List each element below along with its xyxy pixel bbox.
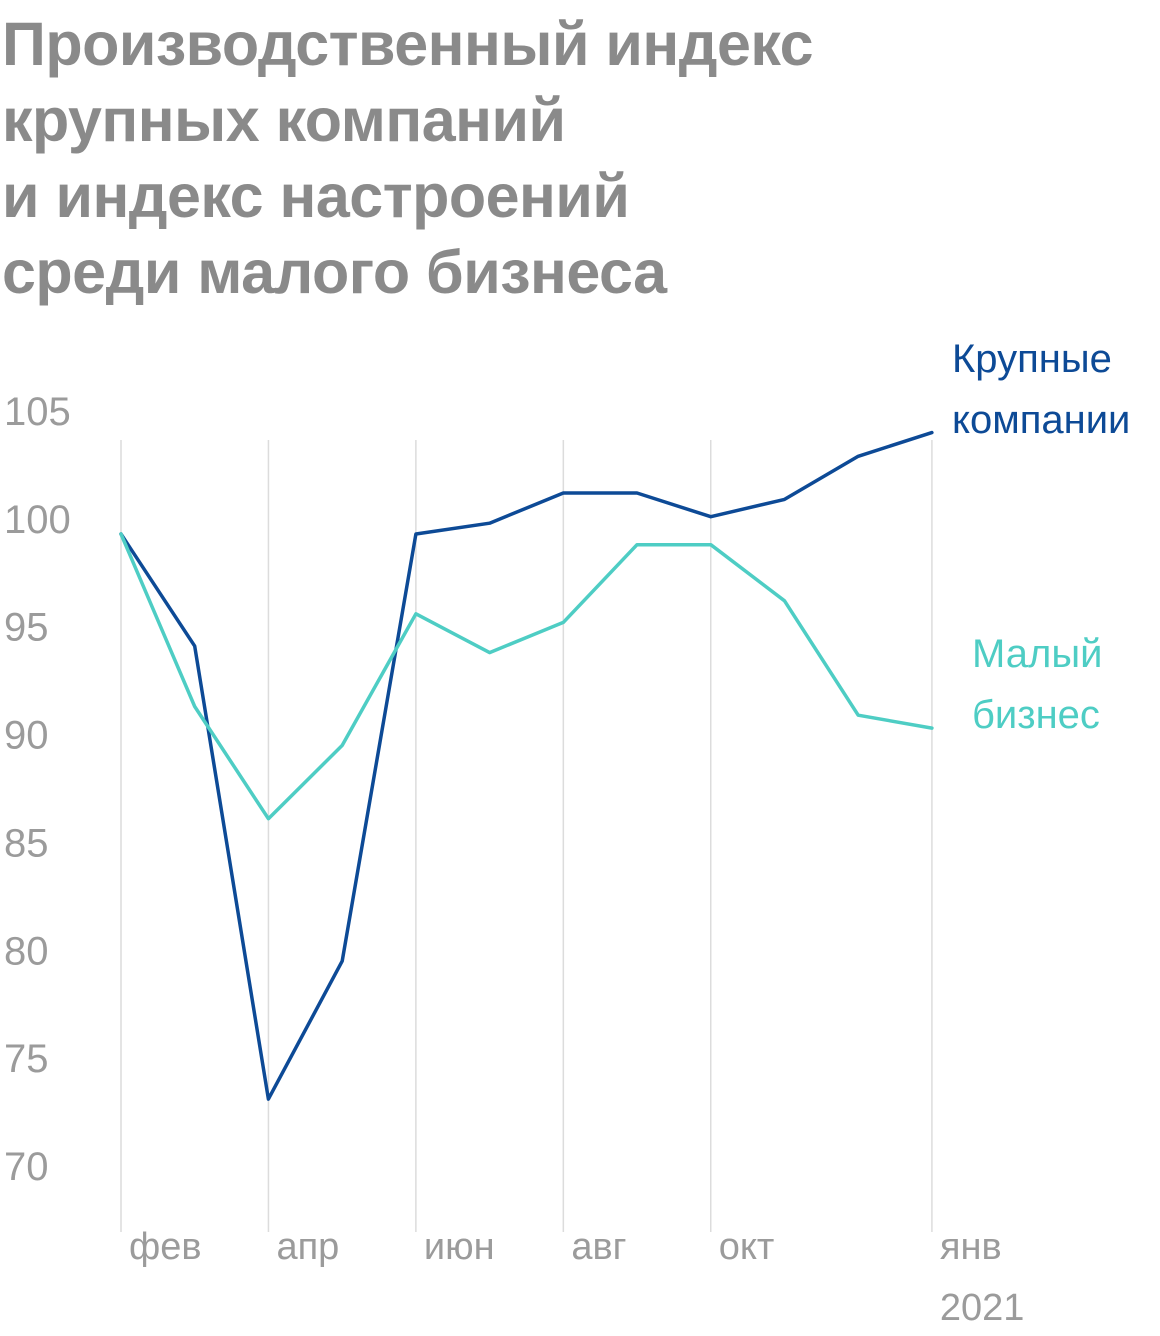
title-line-3: и индекс настроений (2, 162, 630, 230)
x-tick-label: июн (424, 1226, 495, 1268)
series-label-1: компании (952, 398, 1130, 442)
y-tick-label: 90 (4, 714, 49, 758)
series-label-2: бизнес (972, 693, 1100, 737)
y-tick-label: 100 (4, 498, 71, 542)
title-line-1: Производственный индекс (2, 10, 814, 78)
x-tick-label: апр (276, 1226, 339, 1268)
title-line-2: крупных компаний (2, 86, 566, 154)
y-tick-label: 85 (4, 821, 49, 865)
x-tick-label: окт (719, 1226, 775, 1268)
title-line-4: среди малого бизнеса (2, 238, 667, 306)
grid-lines (120, 440, 933, 1232)
y-tick-label: 95 (4, 606, 49, 650)
y-tick-label: 75 (4, 1037, 49, 1081)
series-label-2: Малый (972, 632, 1102, 676)
y-tick-label: 105 (4, 390, 71, 434)
x-axis-labels: фев апр июн авг окт янв 2021 (129, 1226, 1024, 1329)
chart-title: Производственный индекс крупных компаний… (2, 6, 1152, 310)
series-line-2 (119, 532, 934, 821)
series-lines (119, 430, 934, 1101)
y-axis-labels: 70 75 80 85 90 95 100 105 (4, 390, 71, 1189)
x-tick-label: авг (571, 1226, 626, 1268)
x-tick-sublabel: 2021 (940, 1287, 1025, 1329)
x-tick-label: янв (940, 1226, 1002, 1268)
series-label-1: Крупные (952, 337, 1112, 381)
x-tick-label: фев (129, 1226, 202, 1268)
y-tick-label: 70 (4, 1145, 49, 1189)
series-labels: Крупные компании Малый бизнес (952, 337, 1130, 737)
series-line-1 (119, 430, 934, 1101)
y-tick-label: 80 (4, 929, 49, 973)
